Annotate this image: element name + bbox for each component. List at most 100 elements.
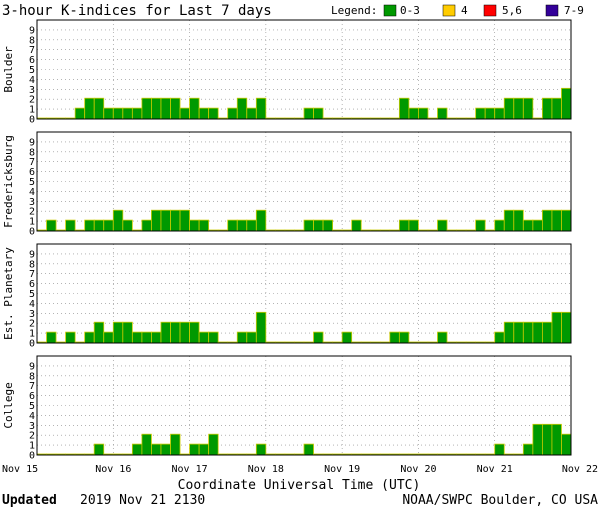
k-index-bar — [160, 209, 171, 232]
k-index-bar — [236, 331, 248, 344]
k-index-bar — [389, 331, 400, 344]
k-index-bar — [84, 219, 95, 232]
k-index-bar — [246, 219, 257, 232]
k-index-bar — [246, 107, 257, 120]
legend-swatch-7-9 — [545, 4, 559, 17]
k-index-bar — [351, 219, 362, 232]
station-panels: 0123456789Boulder0123456789Fredericksbur… — [2, 19, 572, 462]
k-index-bar — [112, 209, 124, 232]
k-index-bar — [103, 107, 114, 120]
legend: Legend: 0-3 4 5,6 7-9 — [331, 4, 584, 17]
x-tick-label: Nov 22 — [562, 464, 598, 475]
x-tick-label: Nov 21 — [477, 464, 513, 475]
k-index-bar — [313, 107, 324, 120]
k-index-bar — [408, 107, 419, 120]
k-index-bar — [303, 107, 314, 120]
x-tick-label: Nov 20 — [400, 464, 436, 475]
k-index-bar — [46, 331, 57, 344]
panel-border — [36, 243, 572, 344]
k-index-bar — [522, 97, 534, 120]
k-index-bar — [313, 219, 324, 232]
station-label: College — [2, 382, 15, 428]
y-tick-label: 7 — [29, 269, 35, 280]
k-index-bar — [541, 97, 553, 120]
k-index-bar — [151, 443, 162, 456]
legend-item-0-3: 0-3 — [400, 4, 420, 17]
k-index-bar — [551, 209, 562, 232]
k-index-bar — [198, 443, 210, 456]
y-tick-label: 4 — [29, 187, 35, 198]
k-index-bar — [341, 331, 353, 344]
y-tick-label: 4 — [29, 411, 35, 422]
legend-swatch-4 — [442, 4, 456, 17]
k-index-bar — [103, 219, 114, 232]
y-tick-label: 7 — [29, 381, 35, 392]
k-index-bar — [398, 97, 410, 120]
k-index-bar — [475, 107, 486, 120]
updated-label: Updated — [2, 493, 57, 508]
k-index-bar — [151, 209, 162, 232]
k-index-bar — [208, 433, 219, 456]
k-index-bar — [522, 321, 534, 344]
k-index-bar — [322, 219, 334, 232]
y-tick-label: 8 — [29, 147, 35, 158]
x-tick-label: Nov 17 — [172, 464, 208, 475]
k-index-bar — [255, 311, 267, 344]
y-tick-label: 0 — [29, 115, 35, 126]
k-index-bar — [141, 219, 152, 232]
y-tick-label: 5 — [29, 177, 35, 188]
k-index-bar — [503, 97, 515, 120]
k-index-bar — [551, 423, 562, 456]
legend-item-4: 4 — [461, 4, 468, 17]
x-axis-label: Coordinate Universal Time (UTC) — [178, 478, 421, 493]
k-index-bar — [398, 219, 410, 232]
y-tick-label: 2 — [29, 95, 35, 106]
k-index-bar — [408, 219, 419, 232]
k-index-bar — [189, 219, 200, 232]
station-label: Fredericksburg — [2, 135, 15, 228]
k-index-bar — [122, 219, 133, 232]
y-tick-label: 6 — [29, 391, 35, 402]
y-tick-label: 0 — [29, 451, 35, 462]
k-index-bar — [131, 107, 143, 120]
k-index-bar — [112, 107, 124, 120]
k-index-bar — [112, 321, 124, 344]
y-tick-label: 5 — [29, 289, 35, 300]
k-index-bar — [437, 331, 448, 344]
k-index-bar — [494, 443, 505, 456]
k-index-bar — [561, 87, 572, 120]
panel-border — [36, 131, 572, 232]
k-index-bar — [561, 433, 572, 456]
k-index-bar — [246, 331, 257, 344]
k-index-bar — [122, 321, 133, 344]
k-index-bar — [160, 443, 171, 456]
y-tick-label: 3 — [29, 197, 35, 208]
y-tick-label: 3 — [29, 85, 35, 96]
k-index-bar — [255, 97, 267, 120]
footer-credit: NOAA/SWPC Boulder, CO USA — [402, 493, 598, 508]
k-index-bar — [255, 443, 267, 456]
k-index-bar — [141, 331, 152, 344]
k-index-bar — [160, 97, 171, 120]
y-tick-label: 9 — [29, 137, 35, 148]
y-tick-label: 1 — [29, 441, 35, 452]
k-index-bar — [46, 219, 57, 232]
k-index-bar — [522, 219, 534, 232]
x-tick-label: Nov 15 — [2, 464, 38, 475]
updated-value: 2019 Nov 21 2130 — [80, 493, 205, 508]
k-index-bar — [418, 107, 429, 120]
k-index-bar — [65, 331, 76, 344]
legend-swatch-5-6 — [483, 4, 497, 17]
y-tick-label: 5 — [29, 401, 35, 412]
k-index-bar — [541, 209, 553, 232]
x-tick-label: Nov 18 — [248, 464, 284, 475]
y-tick-label: 9 — [29, 249, 35, 260]
y-tick-label: 6 — [29, 55, 35, 66]
k-index-bar — [475, 219, 486, 232]
k-index-bar — [170, 209, 181, 232]
k-index-bar — [198, 219, 210, 232]
k-index-bar — [179, 209, 190, 232]
